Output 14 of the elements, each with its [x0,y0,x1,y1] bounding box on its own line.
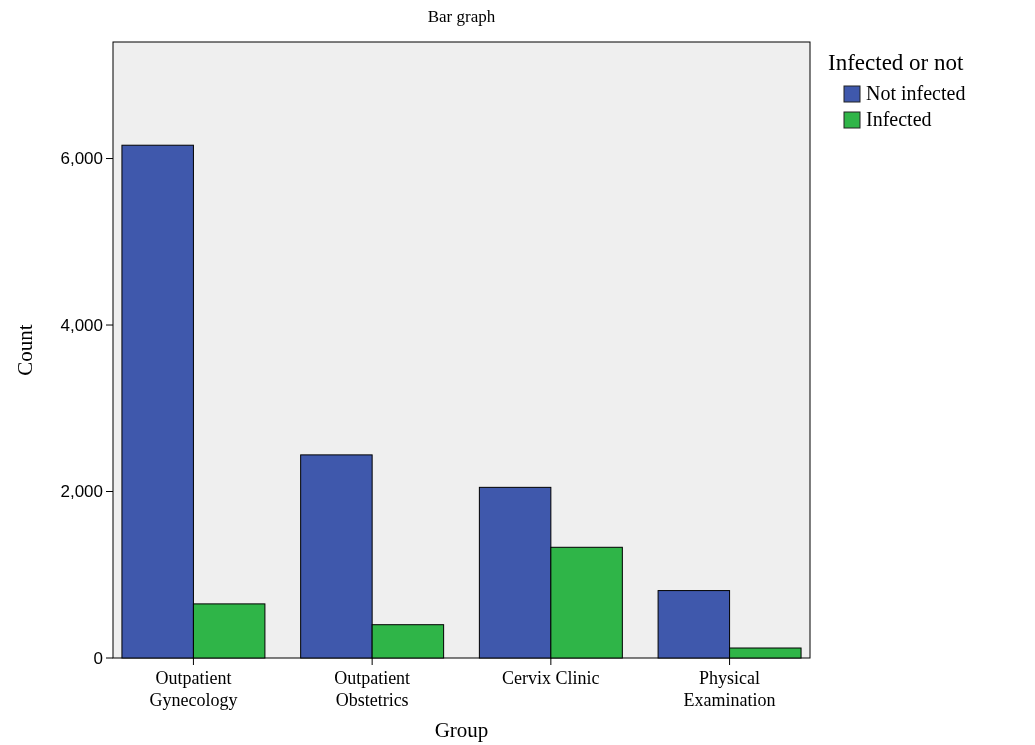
x-tick-label: Outpatient Gynecology [149,668,238,710]
chart-title: Bar graph [427,7,496,26]
legend-label: Not infected [866,82,966,104]
x-tick-label: Outpatient Obstetrics [334,668,411,710]
y-tick-label: 0 [93,648,103,668]
y-axis-title: Count [13,324,37,376]
x-tick-label: Cervix Clinic [502,668,600,688]
x-axis-title: Group [434,718,489,742]
legend-title: Infected or not [828,50,964,75]
y-tick-label: 6,000 [60,149,103,169]
y-tick-label: 2,000 [60,482,103,502]
legend-label: Infected [866,108,932,130]
x-tick-label: Physical Examination [683,668,776,710]
y-tick-label: 4,000 [60,315,103,335]
